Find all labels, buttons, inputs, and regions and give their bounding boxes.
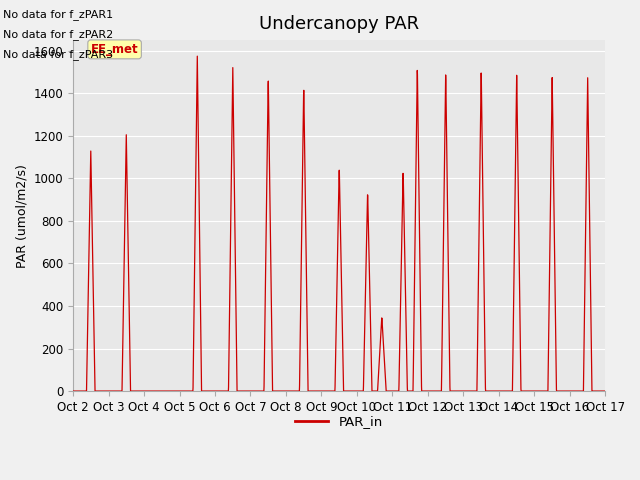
Y-axis label: PAR (umol/m2/s): PAR (umol/m2/s) [15,164,28,267]
Text: No data for f_zPAR2: No data for f_zPAR2 [3,29,113,40]
Text: EE_met: EE_met [91,43,138,56]
Legend: PAR_in: PAR_in [290,410,388,433]
Text: No data for f_zPAR1: No data for f_zPAR1 [3,9,113,20]
Title: Undercanopy PAR: Undercanopy PAR [259,15,419,33]
Text: No data for f_zPAR3: No data for f_zPAR3 [3,49,113,60]
